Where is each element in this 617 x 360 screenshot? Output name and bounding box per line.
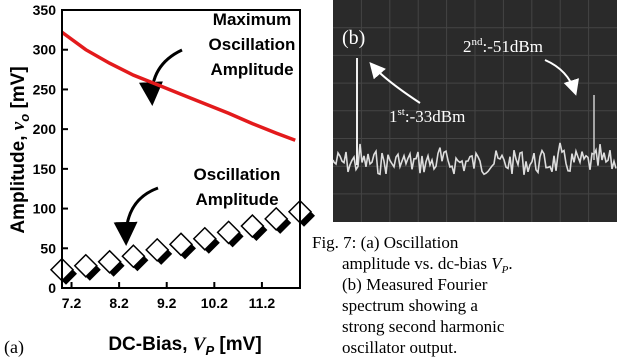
x-axis-label: DC-Bias, VP [mV] bbox=[108, 334, 261, 358]
y-axis-label: Amplitude, vo [mV] bbox=[8, 66, 32, 233]
x-tick-label: 8.2 bbox=[109, 295, 129, 311]
page: {"chart_data": {"type": "line", "panel_l… bbox=[0, 0, 617, 360]
annotation: Oscillation bbox=[194, 165, 281, 184]
y-tick-label: 150 bbox=[33, 161, 57, 177]
x-axis-label-text: [mV] bbox=[214, 334, 262, 355]
caption-text: . bbox=[508, 254, 512, 273]
annotation: Amplitude bbox=[195, 190, 278, 209]
annotation-arrow bbox=[126, 188, 158, 240]
caption-line: spectrum showing a bbox=[342, 296, 478, 315]
figure: (b) 1st:-33dBm 2nd:-51dBm Fig. 7: (a) Osci… bbox=[0, 0, 617, 360]
peak-order: 1 bbox=[389, 107, 398, 126]
caption-line: (b) Measured Fourier bbox=[342, 275, 488, 294]
x-axis-label-text: DC-Bias, bbox=[108, 334, 192, 355]
x-axis-sub: P bbox=[205, 343, 214, 358]
caption-line: oscillator output. bbox=[342, 338, 457, 357]
peak-suffix: nd bbox=[472, 36, 484, 48]
y-axis-label-text: [mV] bbox=[8, 66, 29, 114]
peak-level: :-51dBm bbox=[483, 37, 543, 56]
x-tick-label: 9.2 bbox=[157, 295, 177, 311]
caption-line: amplitude vs. dc-bias VP. bbox=[342, 254, 513, 276]
annotation: Maximum bbox=[213, 10, 291, 29]
peak-order: 2 bbox=[463, 37, 472, 56]
caption-line: strong second harmonic bbox=[342, 317, 505, 336]
peak-level: :-33dBm bbox=[405, 107, 465, 126]
x-tick-label: 7.2 bbox=[62, 295, 82, 311]
y-tick-label: 100 bbox=[33, 201, 57, 217]
peak-suffix: st bbox=[398, 106, 405, 118]
y-tick-label: 350 bbox=[33, 2, 57, 18]
panel-label: (b) bbox=[342, 27, 365, 49]
caption-text: amplitude vs. dc-bias bbox=[342, 254, 491, 273]
y-axis-sub: o bbox=[17, 114, 32, 122]
panel-label: (a) bbox=[4, 337, 24, 358]
y-tick-label: 250 bbox=[33, 81, 57, 97]
x-tick-label: 10.2 bbox=[201, 295, 228, 311]
x-tick-label: 11.2 bbox=[249, 295, 276, 311]
y-tick-label: 0 bbox=[48, 280, 56, 296]
spectrum-panel: (b) 1st:-33dBm 2nd:-51dBm bbox=[333, 0, 617, 222]
y-tick-label: 300 bbox=[33, 42, 57, 58]
caption-line: Fig. 7: (a) Oscillation bbox=[312, 233, 459, 252]
y-tick-label: 50 bbox=[40, 240, 56, 256]
y-tick-label: 200 bbox=[33, 121, 57, 137]
annotation: Oscillation bbox=[209, 35, 296, 54]
y-axis-label-text: Amplitude, bbox=[8, 130, 29, 233]
annotation: Amplitude bbox=[210, 60, 293, 79]
